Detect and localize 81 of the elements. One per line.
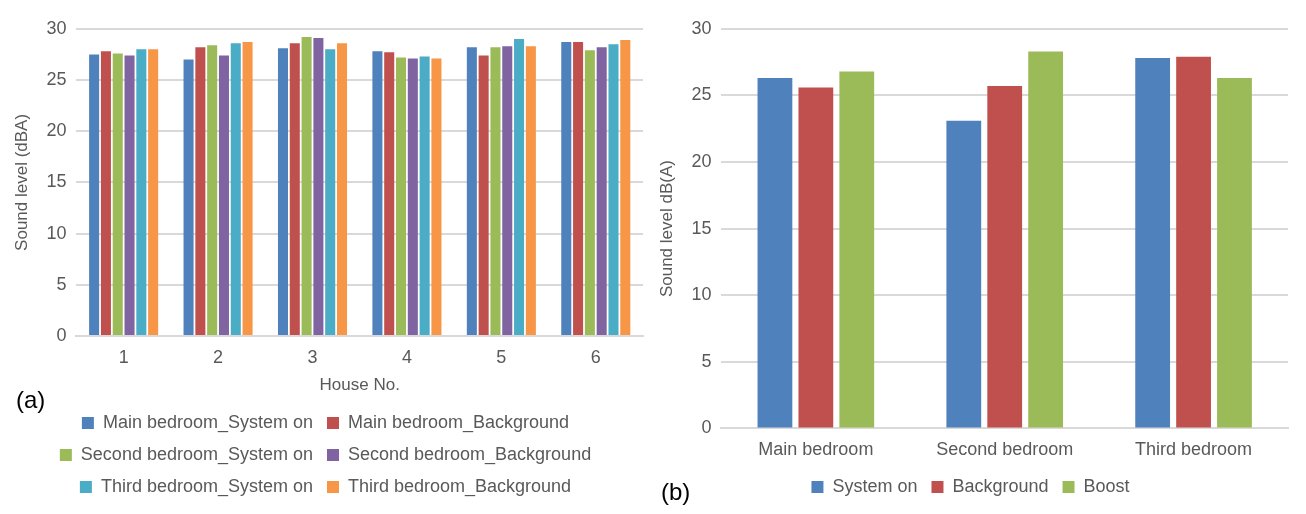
bar	[313, 38, 324, 335]
x-tick-label: 4	[401, 346, 412, 367]
legend-label: Third bedroom_Background	[347, 475, 572, 497]
bar	[396, 57, 407, 335]
x-tick-label: 2	[213, 346, 224, 367]
x-tick-label: Second bedroom	[936, 439, 1074, 460]
y-tick-label: 25	[46, 68, 67, 89]
text: (a)	[16, 386, 46, 413]
y-tick-label: 15	[691, 217, 712, 238]
bar	[478, 55, 489, 335]
legend-label: System on	[832, 475, 918, 496]
bar	[946, 120, 982, 428]
bar	[112, 53, 123, 335]
bar	[148, 49, 159, 335]
bar	[608, 44, 619, 335]
bar	[207, 45, 218, 335]
bar	[195, 47, 206, 335]
text: (b)	[661, 478, 691, 506]
bar	[596, 47, 607, 335]
bar	[277, 48, 288, 335]
legend-label: Second bedroom_Background	[347, 443, 592, 465]
legend-label: Main bedroom_Background	[347, 411, 570, 433]
y-tick-label: 20	[46, 120, 67, 141]
x-tick-label: 6	[590, 346, 601, 367]
bar	[1135, 58, 1171, 428]
bar	[89, 54, 100, 335]
x-tick-label: 3	[307, 346, 318, 367]
x-tick-label: Third bedroom	[1135, 439, 1253, 460]
bar	[325, 49, 336, 335]
bar	[136, 49, 147, 335]
bar	[573, 42, 584, 335]
bar	[1028, 51, 1064, 428]
y-tick-label: 25	[691, 84, 712, 105]
y-tick-label: 15	[46, 171, 67, 192]
bar	[419, 56, 430, 335]
bar	[839, 71, 875, 428]
bar	[514, 39, 525, 335]
legend-label: Second bedroom_System on	[80, 443, 313, 465]
legend-label: Main bedroom_System on	[102, 411, 313, 433]
bar	[242, 42, 253, 335]
y-tick-label: 0	[701, 417, 712, 438]
bar	[490, 47, 501, 335]
bar	[301, 36, 312, 335]
y-axis-title: Sound level (dBA)	[11, 113, 31, 251]
bar	[124, 55, 135, 335]
bar	[584, 50, 595, 335]
y-tick-label: 10	[691, 284, 712, 305]
bar	[336, 43, 348, 335]
bar	[230, 43, 241, 335]
bar	[987, 86, 1023, 428]
x-tick-label: 1	[118, 346, 129, 367]
bar	[466, 47, 477, 335]
bar	[561, 42, 572, 335]
bar	[620, 40, 631, 335]
bar	[502, 46, 513, 335]
y-tick-label: 10	[46, 222, 67, 243]
y-tick-label: 0	[56, 324, 67, 345]
bar	[372, 51, 383, 335]
legend-label: Background	[952, 475, 1049, 496]
bar	[384, 52, 395, 335]
bar	[431, 58, 442, 335]
y-tick-label: 5	[56, 273, 67, 294]
legend-label: Boost	[1083, 475, 1130, 496]
bar	[798, 87, 834, 428]
bar	[757, 78, 793, 428]
bar	[1217, 78, 1252, 428]
y-tick-label: 30	[46, 17, 67, 38]
bar	[525, 46, 536, 335]
bar	[183, 59, 194, 335]
bar	[407, 58, 418, 335]
bar	[289, 43, 300, 335]
bar	[1176, 56, 1211, 428]
legend-label: Third bedroom_System on	[100, 475, 313, 497]
bar	[218, 55, 229, 335]
x-axis-title: House No.	[319, 375, 400, 395]
x-tick-label: Main bedroom	[758, 439, 874, 460]
y-axis-title: Sound level dB(A)	[656, 160, 676, 298]
y-tick-label: 30	[691, 17, 712, 38]
bar	[100, 51, 111, 335]
y-tick-label: 20	[691, 150, 712, 171]
x-tick-label: 5	[496, 346, 507, 367]
